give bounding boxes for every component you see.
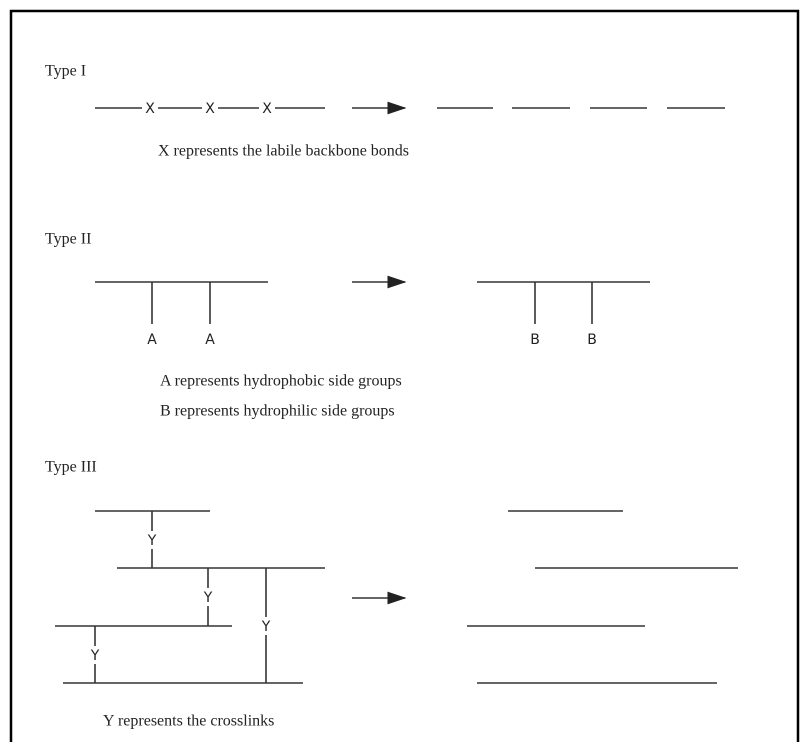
type2-after — [477, 281, 650, 324]
legend-text: X represents the labile backbone bonds — [158, 143, 409, 160]
crosslink-label: Y — [90, 648, 100, 664]
bond-label: X — [205, 101, 215, 117]
group-label: B — [530, 332, 540, 348]
type3-network — [55, 510, 325, 684]
bond-label: X — [145, 101, 155, 117]
group-label: A — [147, 332, 157, 348]
type2-before — [95, 281, 268, 324]
section-title: Type III — [45, 459, 97, 476]
frame — [9, 9, 800, 742]
legend-text: B represents hydrophilic side groups — [160, 403, 395, 420]
crosslink-label: Y — [261, 619, 271, 635]
group-label: A — [205, 332, 215, 348]
type3-chains — [467, 510, 738, 684]
section-title: Type II — [45, 231, 91, 248]
legend-text: A represents hydrophobic side groups — [160, 373, 402, 390]
legend-text: Y represents the crosslinks — [103, 713, 274, 730]
section-title: Type I — [45, 63, 86, 80]
bond-label: X — [262, 101, 272, 117]
crosslink-label: Y — [147, 533, 157, 549]
crosslink-label: Y — [203, 590, 213, 606]
group-label: B — [587, 332, 597, 348]
